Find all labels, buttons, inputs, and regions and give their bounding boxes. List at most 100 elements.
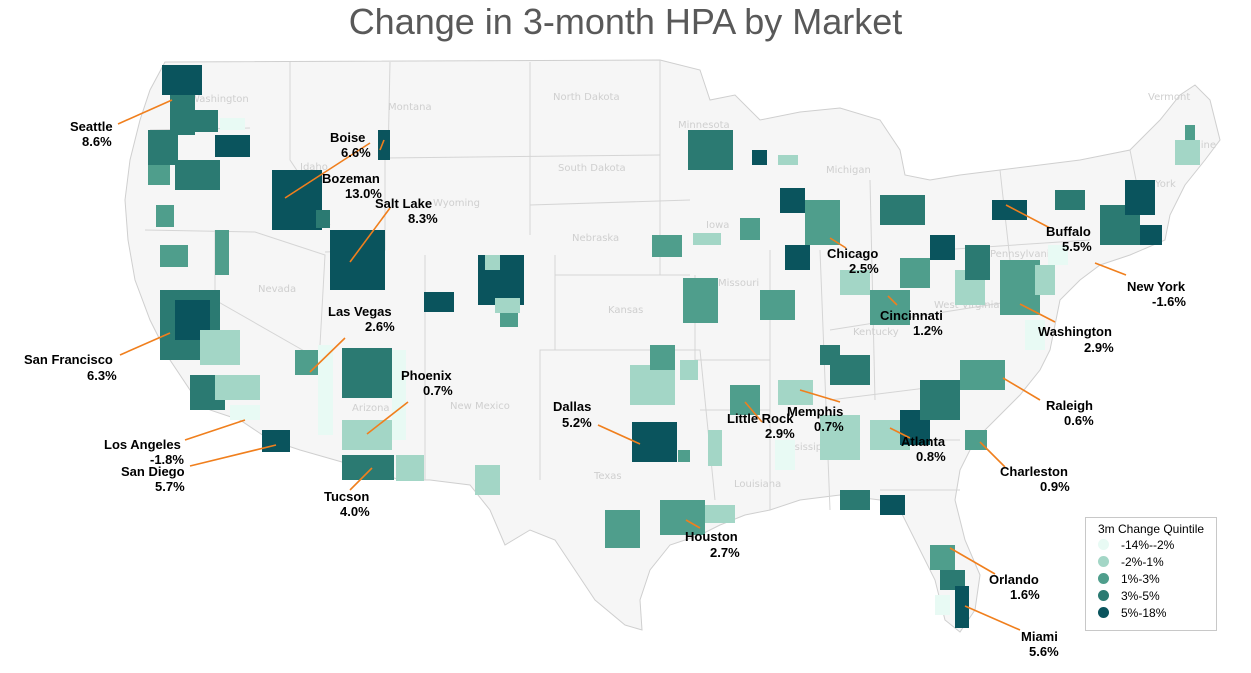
market-region [1035,265,1055,295]
market-region [148,130,178,165]
market-region [880,195,925,225]
market-region [200,330,240,365]
market-region [1140,225,1162,245]
market-region [870,290,910,325]
market-value-charleston: 0.9% [1040,479,1070,494]
market-region [160,245,188,267]
market-name-new-york: New York [1127,279,1186,294]
legend-swatch-icon [1098,590,1109,601]
market-value-salt-lake: 8.3% [408,211,438,226]
state-name-label: Nebraska [572,233,619,244]
market-region [780,188,805,213]
market-region [775,440,795,470]
market-value-las-vegas: 2.6% [365,319,395,334]
market-region [965,245,990,280]
market-region [1185,125,1195,140]
state-name-label: Montana [388,102,432,113]
state-name-label: Minnesota [678,120,730,131]
market-region [680,360,698,380]
legend-item: -14%--2% [1098,536,1216,553]
state-name-label: Mississippi [778,442,831,453]
market-region [500,313,518,327]
legend-title: 3m Change Quintile [1097,522,1205,536]
leader-lines [117,99,1127,631]
market-value-raleigh: 0.6% [1064,413,1094,428]
market-region [830,355,870,385]
state-name-label: Pennsylvania [990,249,1056,260]
state-name-label: West Virginia [934,300,999,311]
market-region [148,165,170,185]
market-region [485,255,500,270]
state-name-label: North Dakota [553,92,620,103]
market-region [378,130,390,160]
market-name-raleigh: Raleigh [1046,398,1093,413]
state-name-label: Iowa [706,220,729,231]
legend-item: -2%-1% [1098,553,1216,570]
market-region [478,255,524,305]
market-value-seattle: 8.6% [82,134,112,149]
market-region [740,218,760,240]
market-region [652,235,682,257]
market-name-dallas: Dallas [553,399,591,414]
market-name-tucson: Tucson [324,489,369,504]
market-region [1175,140,1200,165]
market-name-los-angeles: Los Angeles [104,437,181,452]
market-region [1055,190,1085,210]
market-region [342,455,394,480]
market-name-orlando: Orlando [989,572,1039,587]
legend-label: -2%-1% [1121,554,1164,569]
market-region [840,270,870,295]
market-region [708,430,722,466]
market-value-cincinnati: 1.2% [913,323,943,338]
market-value-miami: 5.6% [1029,644,1059,659]
legend-swatch-icon [1098,607,1109,618]
market-region [342,420,392,450]
legend-label: -14%--2% [1121,537,1175,552]
state-name-label: Michigan [826,165,871,176]
legend-item: 1%-3% [1098,570,1216,587]
market-value-bozeman: 13.0% [345,186,382,201]
market-region [156,205,174,227]
market-value-san-francisco: 6.3% [87,368,117,383]
market-name-miami: Miami [1021,629,1058,644]
market-name-little-rock: Little Rock [727,411,794,426]
legend-label: 3%-5% [1121,588,1160,603]
market-region [262,430,290,452]
market-name-cincinnati: Cincinnati [880,308,943,323]
market-region [230,405,260,420]
market-region [805,200,840,245]
market-region [688,130,733,170]
market-region [424,292,454,312]
market-region [705,505,735,523]
state-name-label: New Mexico [450,401,510,412]
market-region [162,65,202,95]
market-value-los-angeles: -1.8% [150,452,184,467]
market-region [678,450,690,462]
market-region [316,210,330,228]
state-name-label: Idaho [300,162,328,173]
market-name-seattle: Seattle [70,119,113,134]
market-value-buffalo: 5.5% [1062,239,1092,254]
market-region [778,155,798,165]
legend-label: 5%-18% [1121,605,1167,620]
state-name-label: Arizona [352,403,390,414]
state-name-label: Wyoming [433,198,480,209]
market-name-boise: Boise [330,130,365,145]
market-name-buffalo: Buffalo [1046,224,1091,239]
market-name-washington: Washington [1038,324,1112,339]
market-name-atlanta: Atlanta [901,434,946,449]
market-region [1000,260,1040,315]
state-name-label: Kentucky [853,327,899,338]
market-value-houston: 2.7% [710,545,740,560]
market-region [342,348,392,398]
market-region [475,465,500,495]
market-name-san-diego: San Diego [121,464,185,479]
market-value-new-york: -1.6% [1152,294,1186,309]
market-value-washington: 2.9% [1084,340,1114,355]
market-region [960,360,1005,390]
market-region [930,235,955,260]
market-value-boise: 6.6% [341,145,371,160]
market-region [605,510,640,548]
market-region [1048,245,1068,265]
